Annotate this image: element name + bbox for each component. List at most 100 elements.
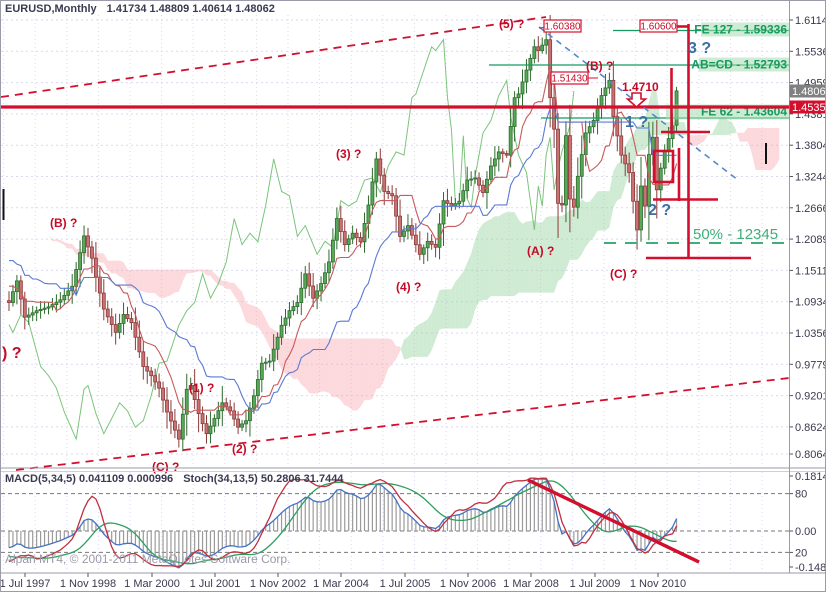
date-axis: 1 Jul 1997 1 Nov 1998 1 Mar 2000 1 Jul 2001…: [1, 573, 686, 590]
elliott-wave-label[interactable]: (B) ?: [586, 59, 613, 73]
fib-level-label[interactable]: FE 127 - 1.59336: [694, 23, 787, 37]
down-arrow-icon[interactable]: [625, 92, 648, 109]
candle-body: [22, 298, 27, 318]
price-tag-box[interactable]: [550, 71, 589, 85]
price-tag-box[interactable]: [543, 19, 582, 33]
candle-body: [228, 406, 233, 412]
elliott-wave-label[interactable]: (4) ?: [396, 280, 421, 294]
date-axis-label: 1 Mar 2004: [313, 578, 369, 590]
price-axis-label: 1.38040: [795, 140, 826, 152]
candle-body: [579, 154, 584, 177]
candle-body: [165, 399, 169, 413]
candle-body: [615, 116, 620, 137]
kijun-sen-line: [9, 107, 677, 411]
elliott-wave-label[interactable]: (5) ?: [499, 17, 524, 31]
lower-channel-trendline[interactable]: [15, 377, 790, 471]
candle-body: [251, 395, 256, 409]
date-axis-label: 1 Jul 2009: [570, 578, 621, 590]
candle-body: [575, 175, 580, 208]
candle-body: [603, 87, 608, 96]
candle-body: [386, 191, 391, 195]
candle-body: [488, 165, 493, 180]
candle-body: [528, 58, 533, 71]
candle-body: [94, 257, 98, 278]
candle-body: [394, 195, 399, 217]
candle-body: [334, 218, 339, 241]
candle-body: [402, 230, 406, 237]
candle-body: [413, 234, 418, 246]
scenario-wave-label[interactable]: 1 ?: [625, 114, 648, 131]
candle-body: [382, 174, 387, 192]
price-axis-label: 1.09340: [795, 297, 826, 309]
price-target-label[interactable]: 1.4710: [622, 80, 659, 94]
elliott-wave-label[interactable]: (C) ?: [610, 267, 637, 281]
elliott-wave-label[interactable]: ) ?: [2, 345, 22, 362]
candle-body: [133, 322, 138, 338]
elliott-wave-label[interactable]: (3) ?: [336, 147, 361, 161]
price-axis-label: 1.32440: [795, 172, 826, 184]
candle-body: [342, 231, 347, 245]
date-axis-label: 1 Mar 2008: [503, 578, 559, 590]
candle-body: [176, 429, 181, 440]
fib-level-label[interactable]: AB=CD - 1.52793: [691, 58, 787, 72]
candle-body: [307, 273, 312, 287]
stoch-main-line: [8, 477, 678, 568]
elliott-wave-label[interactable]: (2) ?: [232, 442, 257, 456]
candle-body: [591, 120, 596, 128]
date-axis-label: 1 Nov 2010: [630, 578, 686, 590]
macd-downtrend-line[interactable]: [527, 478, 700, 564]
candle-body: [46, 306, 51, 309]
price-tag-box[interactable]: [639, 19, 678, 33]
candle-body: [453, 203, 458, 207]
candle-body: [303, 273, 308, 289]
candle-body: [216, 410, 221, 419]
candle-body: [623, 154, 628, 165]
consolidation-box[interactable]: [652, 149, 675, 184]
price-axis-label: 1.15115: [795, 265, 826, 277]
stoch-values: 50.2806 31.7444: [260, 473, 344, 485]
candle-body: [544, 39, 549, 46]
symbol-period-label: EURUSD,Monthly: [5, 3, 97, 15]
elliott-wave-label[interactable]: (B) ?: [50, 216, 77, 230]
candle-body: [236, 418, 241, 428]
candle-body: [358, 237, 363, 243]
candle-body: [30, 312, 35, 316]
scenario-wave-label[interactable]: 2 ?: [648, 202, 671, 219]
candle-body: [240, 423, 244, 428]
price-axis-label: 0.92015: [795, 391, 826, 403]
candle-body: [425, 240, 430, 249]
elliott-wave-label[interactable]: (1) ?: [189, 381, 214, 395]
candle-body: [445, 200, 450, 204]
candle-body: [311, 285, 316, 299]
ohlc-values: 1.41734 1.48809 1.40614 1.48062: [106, 3, 275, 15]
candle-body: [639, 185, 643, 231]
scenario-wave-label[interactable]: 3 ?: [688, 40, 711, 57]
price-axis: 1.611401.553651.495901.438151.380401.324…: [789, 15, 826, 574]
candle-body: [587, 126, 592, 134]
sub-axis-label: 20: [795, 547, 807, 559]
candle-body: [267, 360, 272, 363]
date-axis-label: 1 Nov 2002: [250, 578, 306, 590]
candle-body: [461, 190, 466, 202]
elliott-wave-label[interactable]: (C) ?: [152, 460, 179, 474]
date-axis-label: 1 Jul 2005: [380, 578, 431, 590]
candle-body: [500, 151, 505, 154]
fifty-percent-label[interactable]: 50% - 12345: [693, 226, 778, 243]
price-tag-value: 1.60600: [640, 22, 677, 33]
date-axis-label: 1 Jul 2001: [190, 578, 241, 590]
candle-body: [275, 336, 280, 350]
upper-channel-trendline[interactable]: [1, 16, 547, 98]
candle-body: [457, 200, 462, 205]
candle-body: [90, 246, 94, 259]
current-price-box-value: 1.48062: [792, 86, 826, 98]
indicator-subwindow[interactable]: [1, 477, 789, 569]
chart-plot-area[interactable]: [7, 6, 780, 452]
chikou-line: [8, 38, 575, 441]
candle-body: [323, 272, 327, 284]
candle-body: [611, 79, 616, 118]
elliott-wave-label[interactable]: (A) ?: [527, 244, 554, 258]
candle-body: [516, 93, 521, 99]
candle-body: [330, 239, 335, 263]
